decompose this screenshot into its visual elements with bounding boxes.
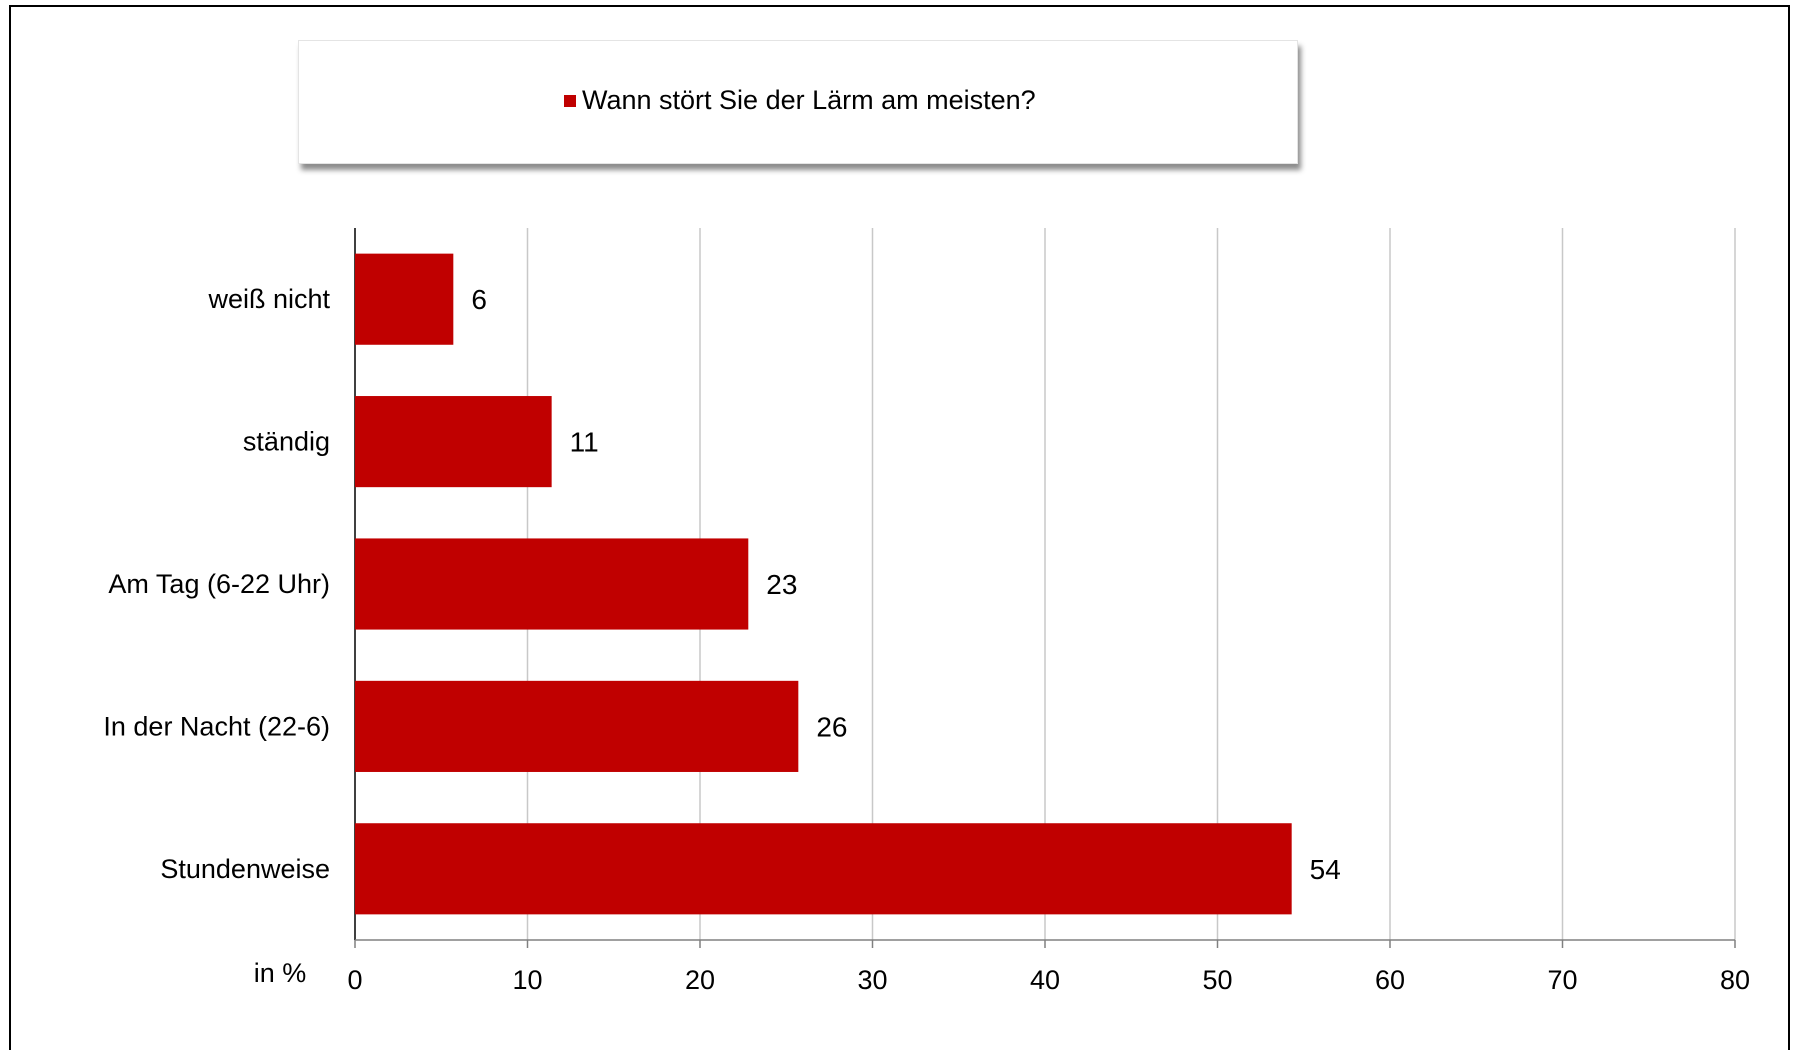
legend-label: Wann stört Sie der Lärm am meisten? xyxy=(582,85,1036,115)
x-tick-label: 80 xyxy=(1720,965,1750,995)
x-tick-label: 10 xyxy=(512,965,542,995)
bar xyxy=(355,253,454,345)
bar xyxy=(355,823,1292,915)
bar xyxy=(355,396,552,488)
x-tick-label: 50 xyxy=(1202,965,1232,995)
data-label: 6 xyxy=(471,284,487,315)
x-tick-label: 30 xyxy=(857,965,887,995)
bar xyxy=(355,538,749,630)
category-label: Stundenweise xyxy=(160,854,330,884)
x-tick-label: 0 xyxy=(347,965,362,995)
chart-frame xyxy=(9,5,1790,1050)
data-label: 26 xyxy=(816,711,847,742)
category-label: Am Tag (6-22 Uhr) xyxy=(108,569,330,599)
data-label: 54 xyxy=(1310,854,1341,885)
x-tick-label: 40 xyxy=(1030,965,1060,995)
bar xyxy=(355,680,799,772)
data-label: 11 xyxy=(570,427,599,458)
category-label: In der Nacht (22-6) xyxy=(103,711,330,741)
x-tick-label: 70 xyxy=(1547,965,1577,995)
category-label: ständig xyxy=(243,427,330,457)
data-label: 23 xyxy=(766,569,797,600)
legend: Wann stört Sie der Lärm am meisten? xyxy=(298,40,1298,164)
category-label: weiß nicht xyxy=(207,284,330,314)
x-tick-label: 60 xyxy=(1375,965,1405,995)
legend-item: Wann stört Sie der Lärm am meisten? xyxy=(564,85,1036,116)
x-axis-unit-label: in % xyxy=(254,958,307,988)
legend-swatch xyxy=(564,94,576,107)
x-tick-label: 20 xyxy=(685,965,715,995)
